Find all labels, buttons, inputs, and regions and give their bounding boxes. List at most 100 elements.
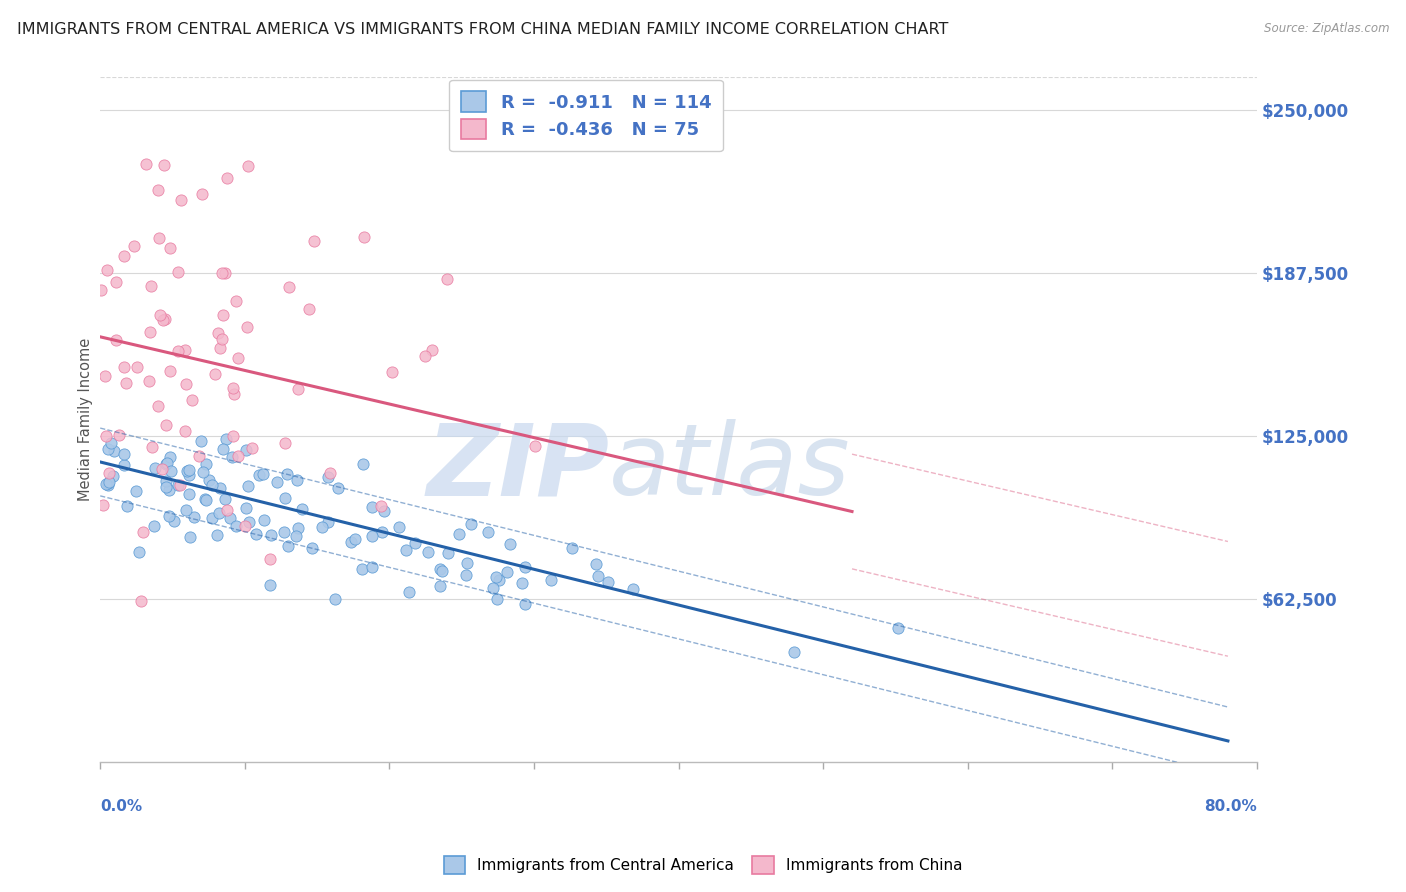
Point xyxy=(190,186,212,201)
Point xyxy=(146,183,169,197)
Point xyxy=(361,559,384,574)
Point xyxy=(499,537,522,551)
Point xyxy=(143,519,166,533)
Point xyxy=(174,503,197,517)
Point xyxy=(221,450,243,464)
Point xyxy=(370,499,392,513)
Point xyxy=(208,341,231,355)
Point xyxy=(277,539,299,553)
Point xyxy=(513,597,536,611)
Point xyxy=(139,279,162,293)
Point xyxy=(238,516,260,530)
Point xyxy=(226,351,249,365)
Point xyxy=(371,524,394,539)
Point xyxy=(513,560,536,574)
Point xyxy=(215,432,238,446)
Point xyxy=(287,521,309,535)
Point xyxy=(141,441,163,455)
Point xyxy=(100,435,122,450)
Point xyxy=(190,434,212,448)
Point xyxy=(352,562,374,576)
Point xyxy=(586,569,609,583)
Point xyxy=(207,326,229,340)
Point xyxy=(204,368,226,382)
Point xyxy=(101,469,124,483)
Point xyxy=(112,458,135,472)
Point xyxy=(174,343,197,358)
Point xyxy=(235,442,257,457)
Point xyxy=(105,275,128,289)
Point xyxy=(287,383,309,397)
Point xyxy=(274,491,297,505)
Point xyxy=(285,473,308,487)
Point xyxy=(596,575,619,590)
Point xyxy=(353,230,375,244)
Point xyxy=(176,465,198,479)
Point xyxy=(122,239,145,253)
Point xyxy=(429,562,451,576)
Point xyxy=(236,319,259,334)
Point xyxy=(233,519,256,533)
Point xyxy=(291,502,314,516)
Point xyxy=(432,564,454,578)
Point xyxy=(96,262,118,277)
Legend: Immigrants from Central America, Immigrants from China: Immigrants from Central America, Immigra… xyxy=(437,850,969,880)
Point xyxy=(155,418,177,433)
Point xyxy=(496,565,519,579)
Point xyxy=(316,515,339,529)
Point xyxy=(404,536,426,550)
Text: 80.0%: 80.0% xyxy=(1204,799,1257,814)
Point xyxy=(132,525,155,540)
Point xyxy=(436,272,458,286)
Point xyxy=(194,493,217,508)
Point xyxy=(311,520,333,534)
Point xyxy=(155,456,177,470)
Point xyxy=(167,343,190,358)
Point xyxy=(194,491,217,506)
Point xyxy=(177,487,200,501)
Point xyxy=(418,545,440,559)
Point xyxy=(179,467,201,482)
Point xyxy=(214,492,236,507)
Point xyxy=(260,528,283,542)
Point xyxy=(94,429,117,443)
Point xyxy=(97,478,120,492)
Point xyxy=(90,283,112,297)
Point xyxy=(139,325,162,339)
Point xyxy=(783,645,806,659)
Point xyxy=(259,578,281,592)
Point xyxy=(215,503,238,517)
Point xyxy=(429,578,451,592)
Point xyxy=(621,582,644,596)
Point xyxy=(222,429,245,443)
Y-axis label: Median Family Income: Median Family Income xyxy=(79,338,93,501)
Point xyxy=(343,532,366,546)
Point xyxy=(339,534,361,549)
Point xyxy=(561,541,583,555)
Point xyxy=(157,483,180,497)
Point xyxy=(107,427,129,442)
Point xyxy=(97,476,120,491)
Point xyxy=(159,450,181,464)
Text: atlas: atlas xyxy=(609,419,851,516)
Point xyxy=(94,368,117,383)
Text: ZIP: ZIP xyxy=(426,419,609,516)
Point xyxy=(103,444,125,458)
Point xyxy=(540,574,562,588)
Point xyxy=(302,235,325,249)
Point xyxy=(585,557,607,571)
Point xyxy=(266,475,288,490)
Point xyxy=(148,231,170,245)
Point xyxy=(138,374,160,388)
Point xyxy=(181,392,204,407)
Point xyxy=(413,349,436,363)
Point xyxy=(235,500,257,515)
Point xyxy=(887,622,910,636)
Point xyxy=(97,442,120,456)
Point xyxy=(115,499,138,513)
Point xyxy=(112,446,135,460)
Point xyxy=(159,364,181,378)
Point xyxy=(225,518,247,533)
Point xyxy=(361,500,384,514)
Point xyxy=(167,478,190,492)
